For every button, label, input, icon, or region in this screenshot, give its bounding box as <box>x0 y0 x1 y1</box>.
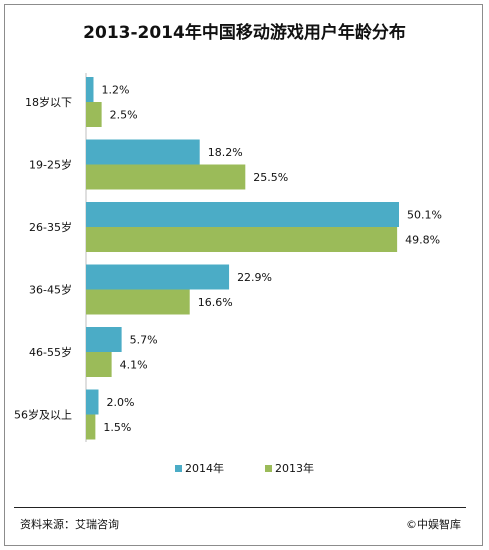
data-label: 4.1% <box>120 359 148 372</box>
bar-2014 <box>86 264 230 290</box>
data-label: 49.8% <box>405 234 440 247</box>
data-label: 22.9% <box>237 271 272 284</box>
category-label: 36-45岁 <box>29 283 72 297</box>
source-note: 资料来源：艾瑞咨询 <box>20 518 119 531</box>
bar-2014 <box>86 389 99 415</box>
bar-2014 <box>86 77 94 102</box>
footer-divider <box>14 507 466 508</box>
data-label: 25.5% <box>253 171 288 184</box>
category-label: 19-25岁 <box>29 158 72 172</box>
legend-swatch-2014 <box>175 465 182 472</box>
legend-swatch-2013 <box>265 465 272 472</box>
data-label: 16.6% <box>198 296 233 309</box>
data-label: 50.1% <box>407 209 442 222</box>
bar-2013 <box>86 227 398 252</box>
category-label: 26-35岁 <box>29 220 72 234</box>
data-label: 2.0% <box>106 396 134 409</box>
data-label: 18.2% <box>208 146 243 159</box>
bar-2014 <box>86 139 200 165</box>
bar-2014 <box>86 202 399 227</box>
chart-title: 2013-2014年中国移动游戏用户年龄分布 <box>83 23 406 43</box>
category-label: 56岁及以上 <box>14 408 72 422</box>
data-label: 5.7% <box>130 334 158 347</box>
watermark-text: ©中娱智库 <box>406 518 461 531</box>
bar-2013 <box>86 352 112 377</box>
data-label: 1.2% <box>101 84 129 97</box>
bar-2013 <box>86 289 190 315</box>
category-label: 46-55岁 <box>29 345 72 359</box>
chart-frame <box>4 4 483 546</box>
bar-2013 <box>86 102 102 127</box>
bar-2013 <box>86 164 246 190</box>
category-label: 18岁以下 <box>25 95 72 109</box>
legend-label: 2013年 <box>275 461 314 475</box>
bar-2014 <box>86 327 122 352</box>
bar-2013 <box>86 414 96 440</box>
data-label: 1.5% <box>103 421 131 434</box>
data-label: 2.5% <box>110 109 138 122</box>
legend-label: 2014年 <box>185 461 224 475</box>
